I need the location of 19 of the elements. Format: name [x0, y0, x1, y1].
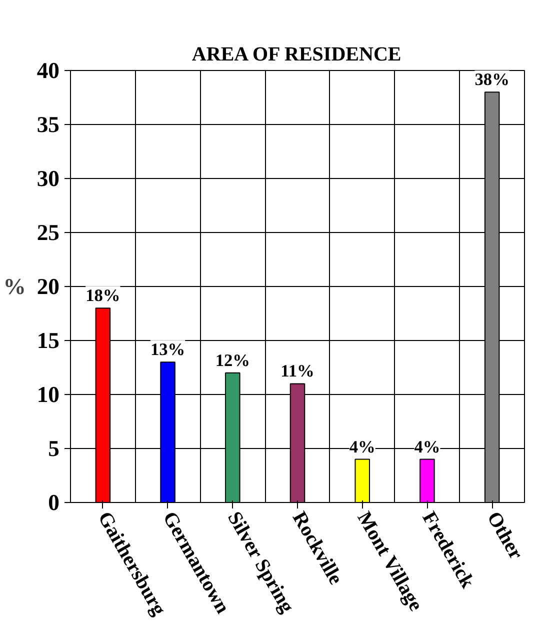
y-tick-label: 5 [48, 436, 60, 461]
y-tick-label: 20 [36, 274, 60, 299]
data-label: 12% [215, 350, 250, 370]
y-tick-label: 0 [48, 490, 60, 515]
y-tick-label: 25 [36, 220, 60, 245]
data-label: 11% [280, 362, 314, 381]
data-label: 38% [474, 70, 510, 90]
data-label: 4% [414, 437, 440, 456]
y-axis-title: % [3, 274, 26, 299]
chart-title: AREA OF RESIDENCE [192, 44, 402, 66]
y-tick-label: 30 [36, 166, 60, 191]
y-tick-label: 40 [36, 58, 60, 83]
data-label: 13% [150, 340, 186, 360]
y-tick-label: 10 [36, 382, 60, 407]
x-tick-label: Other [482, 508, 528, 564]
data-label: 18% [86, 286, 120, 306]
y-tick-label: 35 [36, 112, 60, 137]
y-tick-label: 15 [36, 328, 60, 353]
data-label: 4% [349, 437, 376, 456]
